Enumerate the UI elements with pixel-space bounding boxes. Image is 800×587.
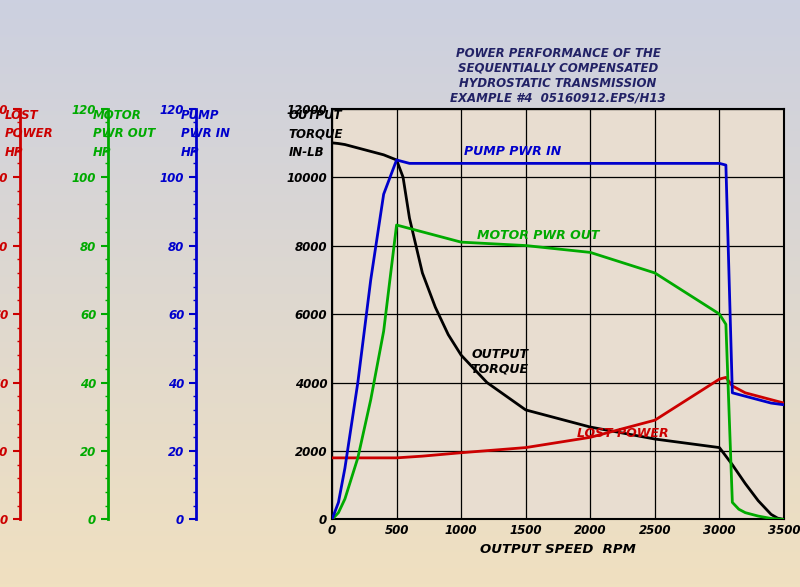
Text: LOST POWER: LOST POWER	[577, 427, 668, 440]
Text: LOST: LOST	[5, 109, 38, 122]
Text: TORQUE: TORQUE	[288, 127, 343, 140]
X-axis label: OUTPUT SPEED  RPM: OUTPUT SPEED RPM	[480, 543, 636, 556]
Text: OUTPUT: OUTPUT	[288, 109, 342, 122]
Text: PWR IN: PWR IN	[181, 127, 230, 140]
Text: IN-LB: IN-LB	[288, 146, 324, 158]
Text: HP: HP	[181, 146, 199, 158]
Text: PUMP PWR IN: PUMP PWR IN	[464, 145, 562, 158]
Text: HP: HP	[93, 146, 111, 158]
Text: HP: HP	[5, 146, 23, 158]
Text: OUTPUT
TORQUE: OUTPUT TORQUE	[471, 348, 529, 376]
Text: MOTOR PWR OUT: MOTOR PWR OUT	[478, 229, 600, 242]
Text: POWER: POWER	[5, 127, 54, 140]
Text: PUMP: PUMP	[181, 109, 219, 122]
Text: PWR OUT: PWR OUT	[93, 127, 155, 140]
Text: MOTOR: MOTOR	[93, 109, 142, 122]
Title: POWER PERFORMANCE OF THE
SEQUENTIALLY COMPENSATED
HYDROSTATIC TRANSMISSION
EXAMP: POWER PERFORMANCE OF THE SEQUENTIALLY CO…	[450, 46, 666, 104]
